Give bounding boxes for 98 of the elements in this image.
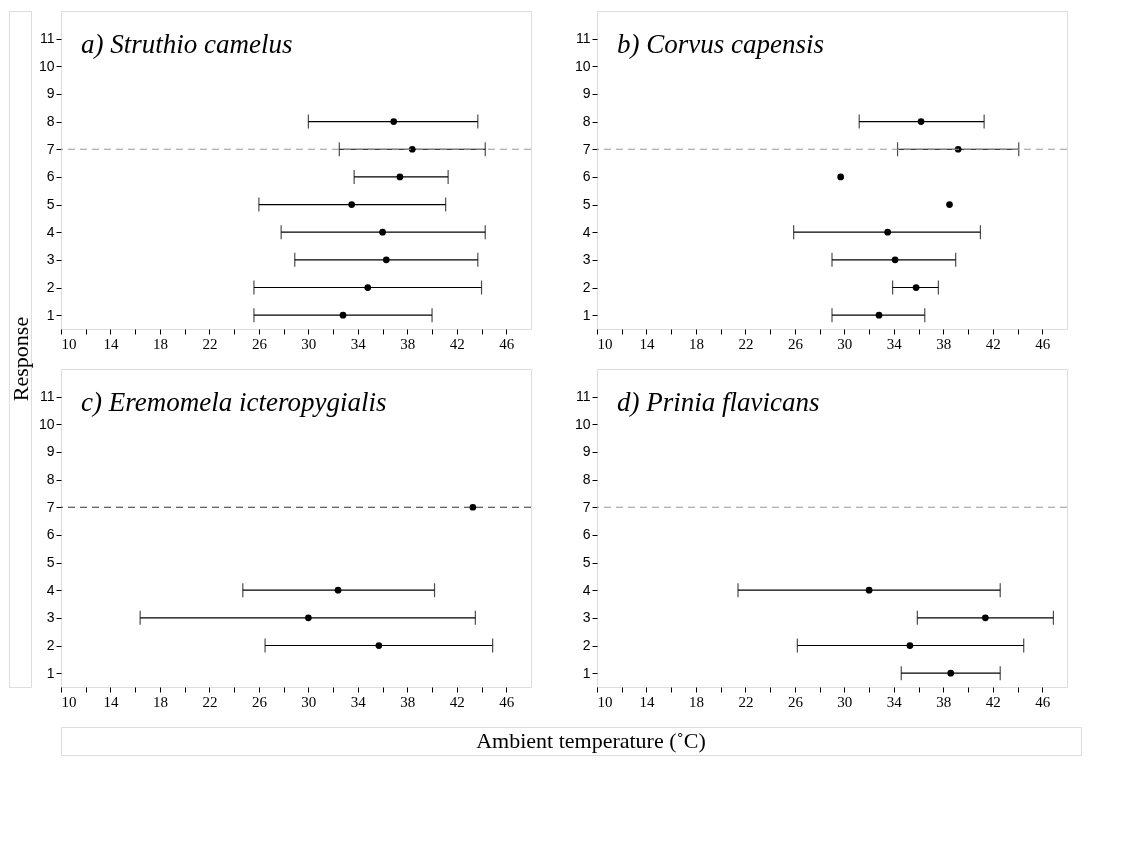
text: c) Eremomela icteropygialis: [81, 387, 387, 417]
y-tick-label: 11: [39, 30, 55, 47]
text: d) Prinia flavicans: [617, 387, 820, 417]
y-tick-label: 8: [582, 113, 591, 130]
point: [469, 503, 477, 511]
x-tick-label: 22: [738, 335, 754, 352]
y-tick-label: 10: [574, 57, 591, 74]
x-tick-label: 46: [1035, 335, 1051, 352]
point: [912, 284, 920, 291]
x-tick-label: 42: [449, 335, 465, 352]
y-tick-label: 9: [582, 85, 591, 102]
x-tick-label: 38: [936, 693, 952, 710]
x-tick-label: 22: [738, 693, 754, 710]
y-tick-label: 7: [582, 498, 591, 515]
x-tick-label: 22: [202, 693, 218, 710]
point: [946, 201, 953, 208]
x-tick-label: 34: [886, 693, 903, 710]
x-tick-label: 18: [152, 693, 168, 710]
y-tick-label: 10: [574, 415, 591, 432]
x-tick-label: 42: [449, 693, 465, 710]
y-tick-label: 4: [46, 223, 55, 240]
y-tick-label: 7: [46, 140, 55, 157]
x-tick-label: 34: [350, 335, 367, 352]
x-tick-label: 34: [350, 693, 367, 710]
point: [390, 118, 398, 125]
y-tick-label: 1: [46, 306, 55, 323]
x-axis-title: Ambient temperature (˚C): [476, 728, 706, 753]
x-tick-label: 38: [936, 335, 952, 352]
x-tick-label: 38: [400, 693, 416, 710]
x-tick-label: 26: [251, 335, 268, 352]
y-tick-label: 8: [582, 471, 591, 488]
y-tick-label: 2: [46, 279, 55, 296]
y-tick-label: 9: [582, 443, 591, 460]
y-tick-label: 1: [582, 306, 591, 323]
point: [906, 642, 914, 649]
y-tick-label: 6: [582, 168, 591, 185]
y-tick-label: 6: [46, 526, 55, 543]
y-tick-label: 6: [46, 168, 55, 185]
x-tick-label: 14: [103, 335, 119, 352]
y-tick-label: 9: [46, 85, 55, 102]
y-tick-label: 6: [582, 526, 591, 543]
y-tick-label: 1: [582, 664, 591, 681]
y-tick-label: 1: [46, 664, 55, 681]
y-tick-label: 7: [582, 140, 591, 157]
x-tick-label: 42: [985, 693, 1001, 710]
y-tick-label: 2: [582, 637, 591, 654]
y-tick-label: 4: [582, 223, 591, 240]
x-tick-label: 10: [597, 335, 613, 352]
y-tick-label: 10: [38, 57, 55, 74]
y-tick-label: 3: [46, 251, 55, 268]
y-axis-title: Response: [8, 316, 33, 402]
text: b) Corvus capensis: [617, 29, 824, 59]
x-tick-label: 26: [251, 693, 268, 710]
y-tick-label: 7: [46, 498, 55, 515]
x-tick-label: 30: [301, 335, 317, 352]
x-tick-label: 18: [152, 335, 168, 352]
y-tick-label: 8: [46, 113, 55, 130]
y-tick-label: 3: [582, 609, 591, 626]
y-tick-label: 2: [582, 279, 591, 296]
y-tick-label: 11: [575, 30, 591, 47]
y-tick-label: 5: [46, 196, 55, 213]
y-tick-label: 8: [46, 471, 55, 488]
x-tick-label: 26: [787, 335, 804, 352]
x-tick-label: 14: [639, 693, 655, 710]
x-tick-label: 18: [688, 693, 704, 710]
x-tick-label: 30: [837, 693, 853, 710]
x-tick-label: 22: [202, 335, 218, 352]
y-tick-label: 3: [46, 609, 55, 626]
x-tick-label: 46: [499, 335, 515, 352]
x-tick-label: 14: [103, 693, 119, 710]
y-tick-label: 11: [39, 388, 55, 405]
y-tick-label: 5: [46, 554, 55, 571]
y-tick-label: 9: [46, 443, 55, 460]
x-tick-label: 14: [639, 335, 655, 352]
y-tick-label: 5: [582, 554, 591, 571]
x-tick-label: 10: [597, 693, 613, 710]
point: [917, 118, 925, 125]
x-tick-label: 10: [61, 693, 77, 710]
x-tick-label: 18: [688, 335, 704, 352]
point: [375, 642, 383, 649]
y-tick-label: 11: [575, 388, 591, 405]
x-tick-label: 30: [301, 693, 317, 710]
y-tick-label: 4: [582, 581, 591, 598]
y-tick-label: 5: [582, 196, 591, 213]
x-tick-label: 38: [400, 335, 416, 352]
x-tick-label: 46: [499, 693, 515, 710]
x-tick-label: 46: [1035, 693, 1051, 710]
y-tick-label: 3: [582, 251, 591, 268]
point: [837, 173, 845, 181]
y-tick-label: 2: [46, 637, 55, 654]
text: a) Struthio camelus: [81, 29, 293, 59]
x-tick-label: 10: [61, 335, 77, 352]
x-tick-label: 30: [837, 335, 853, 352]
x-tick-label: 34: [886, 335, 903, 352]
y-tick-label: 4: [46, 581, 55, 598]
y-tick-label: 10: [38, 415, 55, 432]
x-tick-label: 26: [787, 693, 804, 710]
x-tick-label: 42: [985, 335, 1001, 352]
